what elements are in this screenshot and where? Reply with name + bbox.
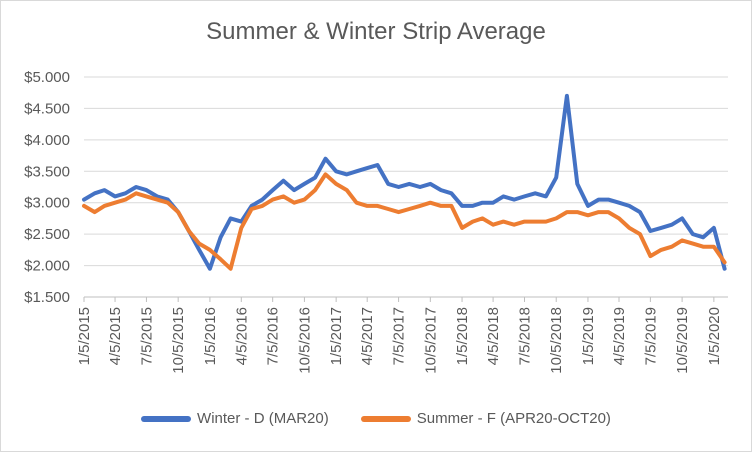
x-tick-label: 7/5/2016 [265,307,282,365]
chart-title: Summer & Winter Strip Average [206,18,546,45]
x-tick-label: 7/5/2017 [391,307,408,365]
y-tick-label: $3.500 [24,163,70,180]
legend-swatch-summer [360,415,411,422]
y-tick-label: $1.500 [24,289,70,306]
x-tick-label: 4/5/2016 [233,307,250,365]
x-tick-label: 1/5/2020 [706,307,723,365]
y-tick-label: $3.000 [24,195,70,212]
chart-legend: Winter - D (MAR20) Summer - F (APR20-OCT… [0,410,752,427]
x-tick-label: 10/5/2018 [548,307,565,374]
legend-label-winter: Winter - D (MAR20) [197,410,329,427]
legend-swatch-winter [141,415,192,422]
series-line-summer [82,172,727,271]
x-tick-label: 1/5/2016 [202,307,219,365]
x-tick-label: 10/5/2017 [422,307,439,374]
y-tick-label: $2.500 [24,226,70,243]
y-tick-label: $4.000 [24,132,70,149]
x-tick-label: 7/5/2018 [516,307,533,365]
x-tick-label: 1/5/2015 [76,307,93,365]
y-tick-label: $5.000 [24,69,70,86]
legend-label-summer: Summer - F (APR20-OCT20) [416,410,611,427]
y-tick-label: $4.500 [24,100,70,117]
x-tick-label: 10/5/2015 [170,307,187,374]
x-tick-label: 4/5/2017 [359,307,376,365]
x-tick-label: 1/5/2019 [580,307,597,365]
y-tick-label: $2.000 [24,258,70,275]
x-tick-label: 7/5/2015 [138,307,155,365]
x-tick-label: 10/5/2019 [674,307,691,374]
x-tick-label: 4/5/2019 [611,307,628,365]
x-tick-label: 10/5/2016 [296,307,313,374]
series-line-winter [82,93,727,271]
legend-item-winter: Winter - D (MAR20) [141,410,329,427]
legend-item-summer: Summer - F (APR20-OCT20) [360,410,611,427]
x-tick-label: 1/5/2017 [328,307,345,365]
x-tick-label: 4/5/2015 [107,307,124,365]
x-tick-label: 1/5/2018 [454,307,471,365]
x-tick-label: 7/5/2019 [642,307,659,365]
x-tick-label: 4/5/2018 [485,307,502,365]
